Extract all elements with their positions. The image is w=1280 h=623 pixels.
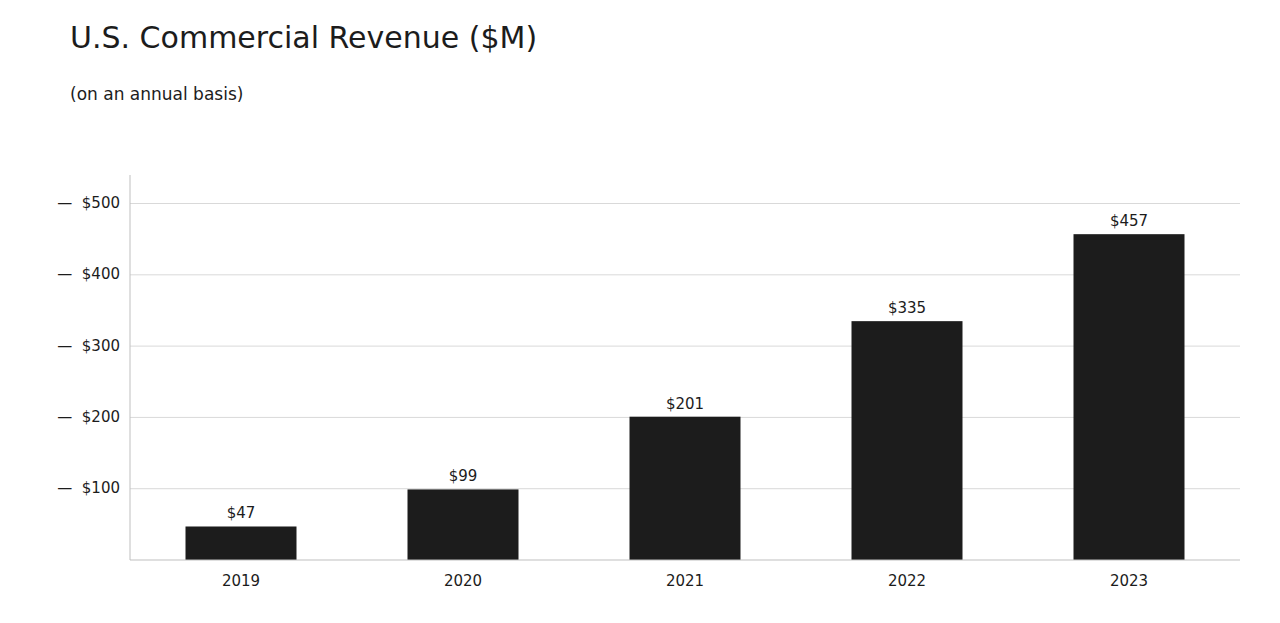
- x-tick-label: 2020: [444, 572, 482, 590]
- chart-container: U.S. Commercial Revenue ($M) (on an annua…: [0, 0, 1280, 623]
- y-tick-label: — $500: [57, 194, 120, 212]
- x-tick-label: 2022: [888, 572, 926, 590]
- y-tick-label: — $200: [57, 408, 120, 426]
- subtitle: (on an annual basis): [70, 84, 243, 104]
- chart-svg: U.S. Commercial Revenue ($M) (on an annua…: [0, 0, 1280, 623]
- bar: [852, 321, 963, 560]
- data-label: $99: [449, 467, 478, 485]
- data-label: $201: [666, 395, 704, 413]
- bar: [630, 417, 741, 560]
- grid-line: [130, 203, 1240, 204]
- data-label: $335: [888, 299, 926, 317]
- data-label: $47: [227, 504, 256, 522]
- bar: [408, 489, 519, 560]
- y-axis-line: [130, 175, 131, 560]
- bars: [186, 234, 1185, 560]
- y-tick-label: — $300: [57, 337, 120, 355]
- x-tick-label: 2023: [1110, 572, 1148, 590]
- x-axis-line: [130, 560, 1240, 561]
- data-label: $457: [1110, 212, 1148, 230]
- bar: [1074, 234, 1185, 560]
- title: U.S. Commercial Revenue ($M): [70, 20, 537, 55]
- bar: [186, 526, 297, 560]
- x-tick-label: 2021: [666, 572, 704, 590]
- y-tick-label: — $400: [57, 265, 120, 283]
- y-tick-label: — $100: [57, 479, 120, 497]
- x-tick-label: 2019: [222, 572, 260, 590]
